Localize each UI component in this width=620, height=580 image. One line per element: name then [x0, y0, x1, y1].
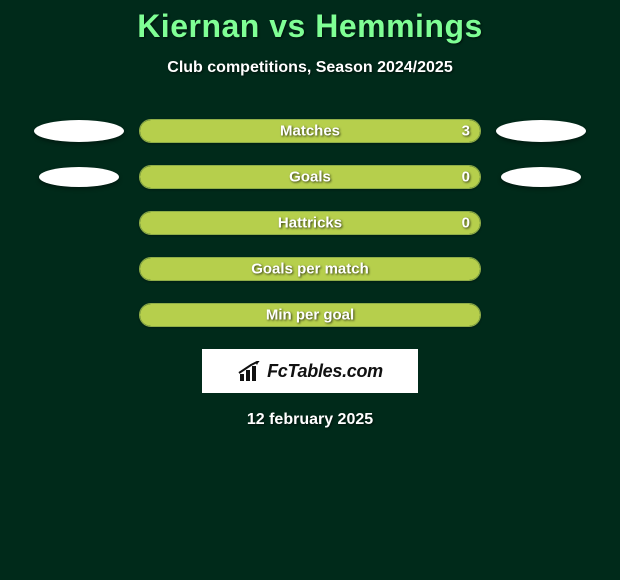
chart-icon [237, 361, 263, 381]
subtitle: Club competitions, Season 2024/2025 [0, 59, 620, 77]
date-text: 12 february 2025 [0, 411, 620, 429]
stat-row: Min per goal [0, 303, 620, 327]
left-ellipse-icon [39, 167, 119, 187]
right-side [481, 167, 601, 187]
bar-label: Goals [289, 169, 331, 186]
bar-right-value: 3 [462, 123, 470, 140]
left-side [19, 167, 139, 187]
right-ellipse-icon [501, 167, 581, 187]
stat-bar: Goals 0 [139, 165, 481, 189]
stat-row: Goals per match [0, 257, 620, 281]
stat-row: Goals 0 [0, 165, 620, 189]
stats-rows: Matches 3 Goals 0 Hattricks 0 Goals per match M… [0, 119, 620, 327]
left-ellipse-icon [34, 120, 124, 142]
bar-right-value: 0 [462, 215, 470, 232]
bar-label: Min per goal [266, 307, 354, 324]
right-side [481, 120, 601, 142]
logo-text: FcTables.com [267, 361, 383, 382]
stat-bar: Goals per match [139, 257, 481, 281]
logo-box: FcTables.com [202, 349, 418, 393]
bar-label: Hattricks [278, 215, 342, 232]
stat-bar: Hattricks 0 [139, 211, 481, 235]
page-title: Kiernan vs Hemmings [0, 8, 620, 45]
right-ellipse-icon [496, 120, 586, 142]
bar-label: Goals per match [251, 261, 369, 278]
stat-bar: Matches 3 [139, 119, 481, 143]
bar-right-value: 0 [462, 169, 470, 186]
left-side [19, 120, 139, 142]
page: Kiernan vs Hemmings Club competitions, S… [0, 0, 620, 429]
stat-bar: Min per goal [139, 303, 481, 327]
bar-label: Matches [280, 123, 340, 140]
stat-row: Hattricks 0 [0, 211, 620, 235]
stat-row: Matches 3 [0, 119, 620, 143]
